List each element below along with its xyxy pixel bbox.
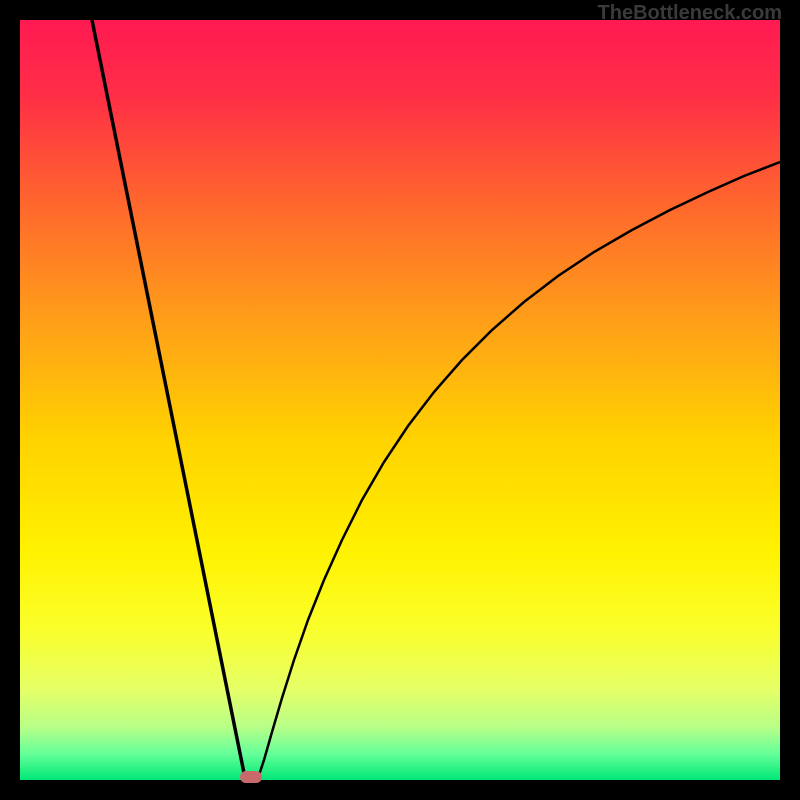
- bottleneck-marker: [240, 771, 262, 783]
- left-descending-line: [92, 20, 245, 778]
- chart-container: TheBottleneck.com: [0, 0, 800, 800]
- watermark-text: TheBottleneck.com: [598, 2, 782, 25]
- plot-area: [20, 20, 780, 780]
- curves-layer: [20, 20, 780, 780]
- right-rising-curve: [258, 162, 780, 778]
